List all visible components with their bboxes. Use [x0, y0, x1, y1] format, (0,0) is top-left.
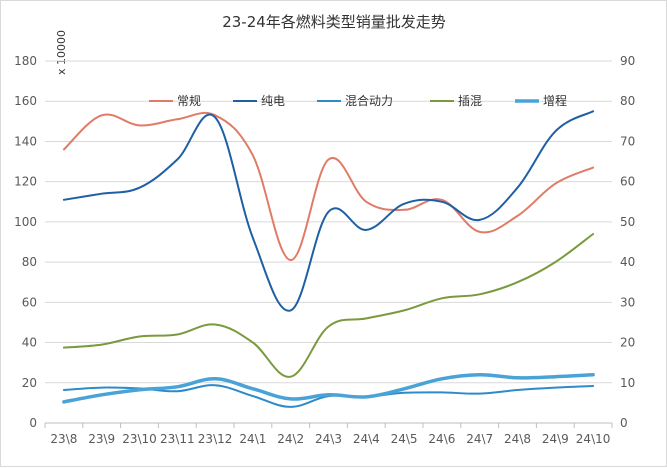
- x-tick-label: 23\8: [50, 432, 77, 446]
- x-tick-label: 23\11: [160, 432, 195, 446]
- x-tick-label: 23\9: [88, 432, 115, 446]
- y-tick-label: 40: [22, 336, 37, 350]
- series-line-5: [62, 372, 595, 404]
- legend: 常规 纯电 混合动力 插混 增程: [149, 93, 567, 108]
- x-tick-label: 24\7: [466, 432, 493, 446]
- y-tick-label: 180: [14, 54, 37, 68]
- legend-label-3: 混合动力: [345, 93, 393, 108]
- grid-layer: [45, 60, 612, 424]
- x-tick-label: 24\3: [315, 432, 342, 446]
- y-tick-label: 120: [14, 175, 37, 189]
- legend-label-2: 纯电: [261, 94, 285, 108]
- series-layer: [62, 110, 595, 408]
- y-tick-label: 140: [14, 134, 37, 148]
- chart-title: 23-24年各燃料类型销量批发走势: [222, 13, 446, 31]
- y2-tick-label: 70: [620, 134, 635, 148]
- x-tick-label: 24\10: [576, 432, 611, 446]
- series-line-1: [62, 111, 595, 262]
- x-tick-label: 24\5: [391, 432, 418, 446]
- x-tick-label: 24\9: [542, 432, 569, 446]
- series-line-2: [62, 110, 595, 312]
- x-tick-label: 24\4: [353, 432, 380, 446]
- y-axis-unit-label: x 10000: [55, 30, 68, 75]
- y-tick-label: 20: [22, 376, 37, 390]
- y-tick-label: 160: [14, 94, 37, 108]
- x-tick-label: 23\12: [198, 432, 233, 446]
- y-tick-label: 0: [29, 416, 37, 430]
- legend-label-4: 插混: [458, 94, 482, 108]
- x-tick-label: 23\10: [122, 432, 157, 446]
- y2-tick-label: 20: [620, 336, 635, 350]
- y2-tick-label: 0: [620, 416, 628, 430]
- y-tick-label: 100: [14, 215, 37, 229]
- x-tick-label: 24\6: [428, 432, 455, 446]
- y2-tick-label: 80: [620, 94, 635, 108]
- y2-tick-label: 90: [620, 54, 635, 68]
- y-tick-label: 80: [22, 255, 37, 269]
- y2-tick-label: 30: [620, 295, 635, 309]
- y-tick-label: 60: [22, 295, 37, 309]
- y2-tick-label: 60: [620, 175, 635, 189]
- series-line-4: [62, 233, 595, 378]
- legend-label-1: 常规: [177, 93, 201, 108]
- y2-tick-label: 10: [620, 376, 635, 390]
- y2-tick-label: 50: [620, 215, 635, 229]
- x-tick-label: 24\1: [239, 432, 266, 446]
- x-tick-label: 24\8: [504, 432, 531, 446]
- legend-label-5: 增程: [543, 93, 567, 108]
- y2-tick-label: 40: [620, 255, 635, 269]
- axis-layer: 0 20 40 60 80 100 120 140 160 180 0 10 20 30 40 50 60 70 8…: [14, 54, 635, 446]
- x-tick-label: 24\2: [277, 432, 304, 446]
